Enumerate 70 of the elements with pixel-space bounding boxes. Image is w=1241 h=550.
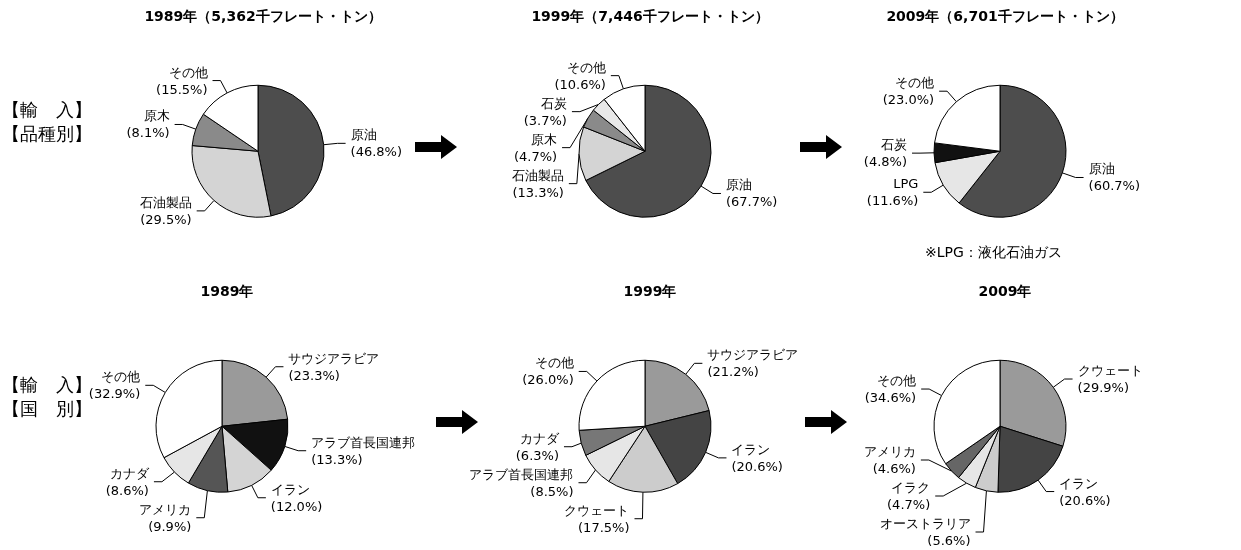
slice-label: 原木 — [531, 131, 558, 147]
slice-label: 石炭 — [881, 137, 908, 153]
slice-label: クウェート — [564, 502, 630, 518]
data-label: (9.9%) — [148, 518, 192, 534]
data-label: (12.0%) — [270, 498, 323, 514]
text: 【輸 入】 — [2, 98, 92, 120]
chart-title: 2009年（6,701千フレート・トン） — [886, 8, 1124, 24]
data-label: (60.7%) — [1088, 178, 1141, 194]
slice-label: 原油 — [725, 177, 752, 193]
slice-label: カナダ — [519, 430, 560, 446]
data-label: (4.7%) — [513, 148, 558, 164]
chart-title: 1989年 — [200, 283, 254, 299]
data-label: (67.7%) — [725, 194, 778, 210]
slice-label: イラク — [891, 480, 931, 495]
data-label: (29.5%) — [140, 211, 192, 227]
data-label: (20.6%) — [1059, 492, 1111, 508]
data-label: (26.0%) — [522, 372, 574, 388]
data-label: (21.2%) — [707, 364, 759, 380]
slice-label: アラブ首長国連邦 — [311, 434, 416, 450]
data-label: (4.6%) — [872, 461, 916, 476]
slice-label: 石炭 — [540, 95, 567, 111]
slice-label: アメリカ — [139, 501, 192, 517]
data-label: (10.6%) — [554, 76, 606, 92]
data-label: (23.0%) — [882, 92, 935, 108]
slice-label: 原油 — [1088, 161, 1115, 177]
text: 【品種別】 — [2, 122, 92, 144]
slice-label: アラブ首長国連邦 — [469, 466, 574, 482]
slice-label: 石油製品 — [511, 167, 564, 183]
slice-label: その他 — [566, 59, 606, 75]
data-label: (6.3%) — [515, 447, 559, 463]
slice-label: イラン — [1059, 475, 1099, 491]
slice-label: アメリカ — [863, 444, 916, 459]
chart-title: 2009年 — [978, 283, 1032, 299]
data-label: (17.5%) — [578, 519, 630, 535]
slice-label: LPG — [893, 176, 919, 192]
slice-label: オーストラリア — [879, 516, 971, 531]
data-label: (13.3%) — [512, 184, 564, 200]
slice-label: 原木 — [143, 108, 170, 124]
slice-label: カナダ — [109, 465, 150, 481]
slice-label: その他 — [877, 373, 917, 389]
slice-label: サウジアラビア — [707, 347, 799, 363]
chart-title: 1989年（5,362千フレート・トン） — [144, 8, 382, 24]
chart-title: 1999年 — [623, 283, 677, 299]
data-label: (34.6%) — [864, 390, 917, 406]
data-label: (8.5%) — [530, 483, 574, 499]
data-label: (23.3%) — [288, 367, 340, 383]
slice-label: イラン — [270, 481, 310, 497]
slice-label: その他 — [534, 355, 574, 371]
data-label: (13.3%) — [311, 451, 363, 467]
data-label: (20.6%) — [731, 458, 783, 474]
data-label: (5.6%) — [927, 533, 971, 548]
slice-label: サウジアラビア — [288, 350, 380, 366]
data-label: (4.8%) — [863, 154, 908, 170]
data-label: (29.9%) — [1077, 380, 1130, 396]
chart-title: 1999年（7,446千フレート・トン） — [531, 8, 769, 24]
slice-label: イラン — [731, 441, 771, 457]
data-label: (46.8%) — [350, 144, 403, 160]
slice-label: その他 — [168, 64, 208, 80]
slice-label: クウェート — [1077, 363, 1143, 379]
data-label: (8.1%) — [126, 125, 170, 141]
data-label: (3.7%) — [523, 112, 567, 128]
slice-label: その他 — [101, 369, 141, 385]
slice-label: 原油 — [350, 127, 377, 143]
data-label: (8.6%) — [105, 482, 149, 498]
data-label: (11.6%) — [866, 193, 919, 209]
slice-label: その他 — [895, 75, 935, 91]
slice-label: 石油製品 — [139, 194, 192, 210]
data-label: (4.7%) — [887, 497, 931, 512]
text: ※LPG：液化石油ガス — [925, 244, 1062, 260]
data-label: (15.5%) — [156, 81, 208, 97]
